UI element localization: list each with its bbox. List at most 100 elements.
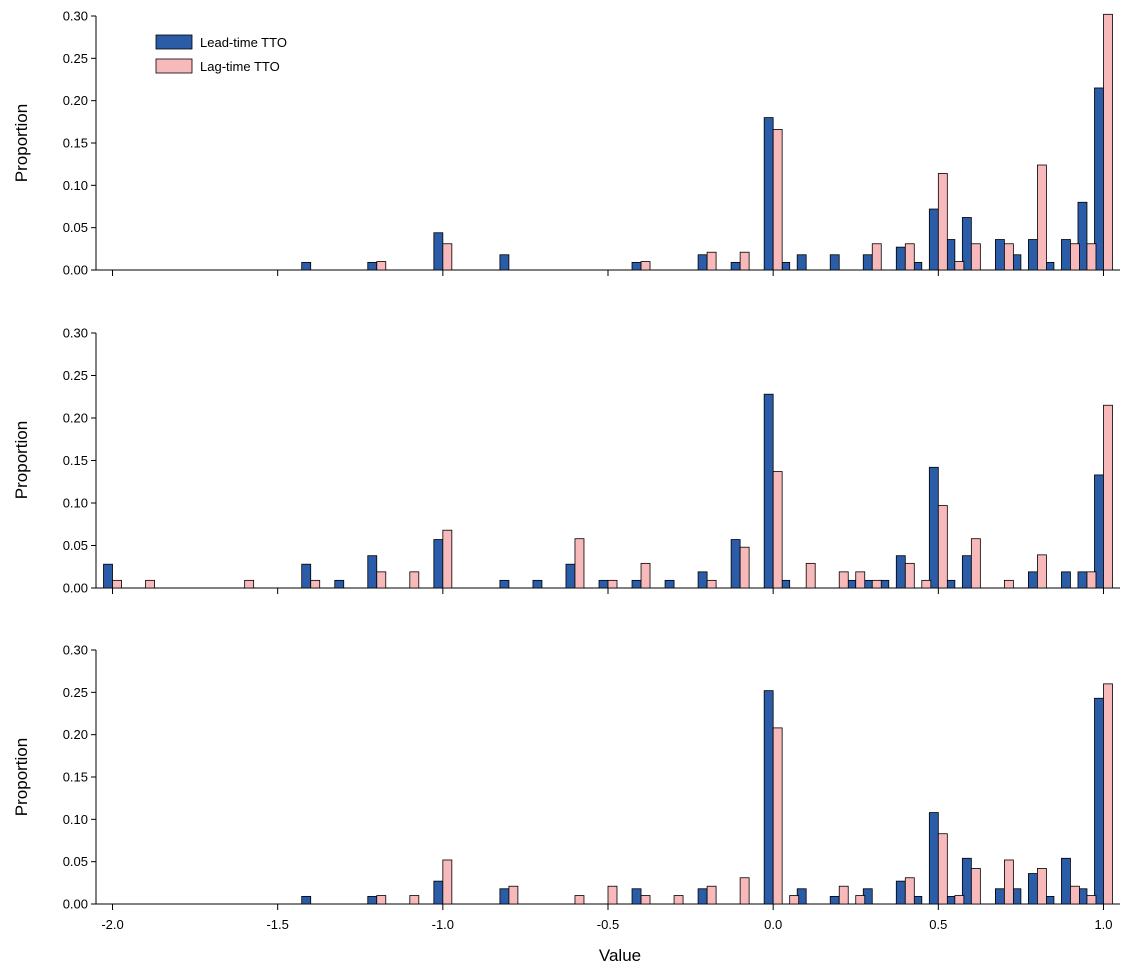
- legend-label-lag-time: Lag-time TTO: [200, 59, 280, 74]
- bar-lag-time-tto: [838, 571, 849, 589]
- x-tick-label: -0.5: [597, 917, 619, 932]
- bar-lag-time-tto: [640, 562, 651, 589]
- x-axis: [96, 587, 1120, 594]
- bar-lag-time-tto: [640, 895, 651, 905]
- bar-lead-time-tto: [730, 539, 741, 589]
- bar-lead-time-tto: [928, 466, 939, 589]
- bar-lag-time-tto: [904, 877, 915, 905]
- y-tick-label: 0.10: [63, 178, 88, 193]
- bar-lead-time-tto: [499, 254, 510, 271]
- bar-lead-time-tto: [1028, 873, 1038, 905]
- bar-lag-time-tto: [1003, 579, 1014, 589]
- bar-lead-time-tto: [367, 261, 378, 271]
- bar-lead-time-tto: [928, 812, 939, 905]
- bar-lead-time-tto: [928, 208, 939, 271]
- y-axis-title: Proportion: [12, 104, 31, 182]
- bar-lead-time-tto: [961, 555, 972, 589]
- y-tick-label: 0.10: [63, 812, 88, 827]
- bar-lead-time-tto: [301, 895, 312, 905]
- bar-lag-time-tto: [409, 571, 420, 589]
- bar-lead-time-tto: [763, 117, 774, 271]
- x-tick-label: -1.5: [266, 917, 288, 932]
- bar-lag-time-tto: [921, 579, 932, 589]
- y-tick-label: 0.25: [63, 685, 88, 700]
- bar-lead-time-tto: [367, 895, 378, 905]
- bar-lead-time-tto: [532, 579, 543, 589]
- bar-lag-time-tto: [1037, 164, 1047, 271]
- bar-lag-time-tto: [574, 538, 585, 589]
- panel-middle: Proportion 0.00 0.05 0.10 0.15 0.20 0.25 0.30: [12, 326, 1120, 596]
- bar-lead-time-tto: [1061, 571, 1071, 589]
- y-tick-label: 0.15: [63, 453, 88, 468]
- bar-lead-time-tto: [895, 246, 906, 271]
- bar-lag-time-tto: [838, 885, 849, 905]
- bar-lag-time-tto: [871, 579, 882, 589]
- y-tick-label: 0.00: [63, 897, 88, 912]
- bar-lead-time-tto: [367, 555, 378, 589]
- bar-lead-time-tto: [697, 571, 708, 589]
- bar-lag-time-tto: [310, 579, 321, 589]
- bar-lag-time-tto: [508, 885, 519, 905]
- bar-lead-time-tto: [895, 880, 906, 905]
- panel-bottom: Proportion 0.000.050.100.150.200.250.30 …: [12, 643, 1120, 965]
- x-axis: -2.0 -1.5 -1.0 -0.5 0.0 0.5 1.0: [96, 903, 1120, 932]
- bar-lead-time-tto: [829, 895, 840, 905]
- legend-swatch-lead-time: [155, 34, 193, 50]
- legend: Lead-time TTO Lag-time TTO: [155, 34, 287, 74]
- bar-lag-time-tto: [1070, 243, 1080, 271]
- bar-lag-time-tto: [607, 579, 618, 589]
- y-axis-title: Proportion: [12, 738, 31, 816]
- x-axis-title: Value: [599, 946, 641, 965]
- bar-lag-time-tto: [904, 243, 915, 271]
- bar-lag-time-tto: [1086, 895, 1097, 905]
- y-tick-label: 0.05: [63, 538, 88, 553]
- bar-lead-time-tto: [763, 690, 774, 905]
- bar-lag-time-tto: [574, 895, 585, 905]
- bar-lag-time-tto: [706, 579, 717, 589]
- bar-lag-time-tto: [772, 471, 783, 589]
- bar-lead-time-tto: [796, 254, 807, 271]
- y-tick-label: 0.00: [63, 581, 88, 596]
- legend-label-lead-time: Lead-time TTO: [200, 35, 287, 50]
- bar-lag-time-tto: [937, 173, 948, 271]
- bar-lag-time-tto: [789, 895, 800, 905]
- y-tick-label: 0.20: [63, 411, 88, 426]
- y-tick-label: 0.20: [63, 93, 88, 108]
- bar-lag-time-tto: [640, 261, 651, 271]
- bar-lead-time-tto: [829, 254, 840, 271]
- bar-lag-time-tto: [112, 579, 122, 589]
- bar-lag-time-tto: [376, 261, 387, 271]
- bar-lag-time-tto: [937, 833, 948, 905]
- y-tick-label: 0.05: [63, 854, 88, 869]
- y-tick-label: 0.25: [63, 51, 88, 66]
- bar-lag-time-tto: [937, 505, 948, 589]
- bar-lead-time-tto: [1061, 239, 1071, 271]
- bar-lead-time-tto: [1077, 571, 1088, 589]
- bar-lag-time-tto: [1003, 859, 1014, 905]
- y-tick-label: 0.30: [63, 643, 88, 658]
- legend-swatch-lag-time: [155, 58, 193, 74]
- bar-lag-time-tto: [1086, 243, 1097, 271]
- y-axis-title: Proportion: [12, 421, 31, 499]
- y-tick-label: 0.10: [63, 496, 88, 511]
- bar-lag-time-tto: [805, 562, 816, 589]
- bar-lag-time-tto: [871, 243, 882, 271]
- y-tick-label: 0.20: [63, 727, 88, 742]
- x-tick-label: 1.0: [1094, 917, 1112, 932]
- bar-lag-time-tto: [954, 895, 965, 905]
- bar-lead-time-tto: [994, 239, 1005, 271]
- bar-lead-time-tto: [1094, 87, 1104, 271]
- bar-lead-time-tto: [301, 261, 312, 271]
- bar-lag-time-tto: [376, 895, 387, 905]
- bar-lead-time-tto: [433, 232, 444, 271]
- bar-lead-time-tto: [1094, 474, 1104, 589]
- bar-lead-time-tto: [301, 563, 312, 589]
- panel-top: Proportion 0.000.050.100.150.200.250.30 …: [12, 9, 1120, 278]
- bar-lag-time-tto: [739, 877, 750, 905]
- bar-lead-time-tto: [103, 563, 113, 589]
- bar-lead-time-tto: [433, 539, 444, 589]
- bar-lag-time-tto: [739, 251, 750, 271]
- bar-lead-time-tto: [565, 563, 576, 589]
- bar-lead-time-tto: [499, 579, 510, 589]
